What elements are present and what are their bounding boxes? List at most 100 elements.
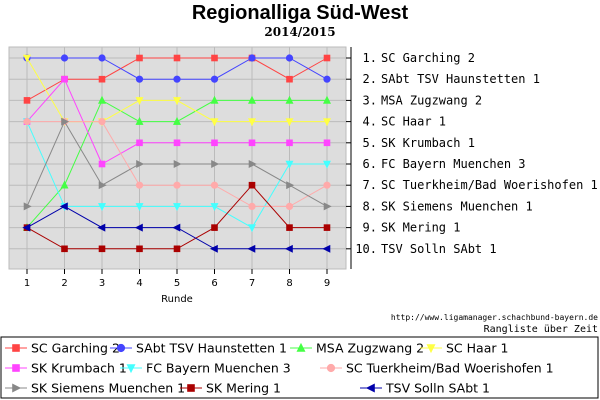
data-point: [248, 160, 257, 168]
rank-number: 4.: [363, 115, 377, 129]
data-point: [23, 117, 31, 126]
legend-marker: [12, 383, 22, 393]
data-point: [22, 223, 31, 232]
data-point: [98, 160, 106, 168]
legend-marker: [126, 364, 136, 374]
rank-axis: 1. SC Garching 2 2. SAbt TSV Haunstetten 1 3…: [346, 47, 598, 269]
data-point: [61, 75, 68, 83]
data-point: [210, 118, 219, 127]
rank-team-label: SK Siemens Muenchen 1: [381, 199, 533, 213]
rank-number: 1.: [363, 51, 377, 65]
data-point: [285, 118, 294, 127]
data-point: [248, 95, 256, 104]
caption: Rangliste über Zeit: [484, 324, 598, 335]
x-tick-label: 8: [286, 278, 292, 289]
legend-label: TSV Solln SAbt 1: [385, 381, 490, 396]
rank-number: 9.: [363, 221, 377, 235]
data-point: [209, 244, 218, 253]
rank-team-label: SK Krumbach 1: [381, 136, 475, 150]
data-point: [286, 181, 295, 190]
series: [23, 117, 331, 210]
data-point: [60, 54, 69, 62]
chart-title: Regionalliga Süd-West: [192, 2, 409, 24]
x-tick-label: 9: [324, 278, 330, 289]
data-point: [172, 223, 181, 232]
legend-marker: [365, 383, 375, 393]
data-point: [284, 244, 293, 253]
data-point: [286, 224, 293, 231]
legend-label: SK Siemens Muenchen 1: [31, 381, 185, 396]
data-point: [210, 95, 219, 104]
data-point: [59, 202, 68, 211]
x-tick-label: 1: [24, 278, 30, 289]
data-point: [210, 203, 219, 212]
data-point: [98, 203, 106, 212]
series: [22, 202, 331, 253]
data-point: [323, 181, 331, 189]
data-point: [135, 97, 144, 106]
rank-team-label: TSV Solln SAbt 1: [381, 242, 497, 256]
x-tick-label: 2: [61, 278, 67, 289]
data-point: [248, 224, 256, 233]
data-point: [98, 117, 106, 126]
x-tick-label: 4: [136, 278, 142, 289]
rank-team-label: SK Mering 1: [381, 221, 460, 235]
legend-item: TSV Solln SAbt 1: [360, 381, 490, 396]
chart-subtitle: 2014/2015: [264, 25, 335, 39]
data-point: [23, 54, 31, 63]
data-point: [98, 181, 107, 190]
legend-item: FC Bayern Muenchen 3: [120, 361, 291, 376]
data-point: [173, 139, 181, 147]
x-tick-label: 7: [249, 278, 255, 289]
legend-item: MSA Zugzwang 2: [290, 341, 424, 356]
data-point: [97, 223, 106, 232]
legend-items: SC Garching 2 SAbt TSV Haunstetten 1 MSA Z…: [5, 341, 554, 396]
data-point: [173, 160, 182, 168]
data-point: [136, 54, 143, 62]
data-point: [286, 139, 293, 147]
data-point: [211, 160, 220, 168]
data-point: [211, 139, 218, 147]
data-point: [23, 97, 31, 104]
legend-marker: [12, 364, 20, 372]
source-url: http://www.ligamanager.schachbund-bayern…: [391, 313, 598, 322]
data-point: [61, 117, 70, 126]
rank-team-label: MSA Zugzwang 2: [381, 93, 482, 107]
data-point: [173, 203, 181, 212]
legend-item: SK Mering 1: [180, 381, 281, 396]
rank-number: 2.: [363, 72, 377, 86]
legend-label: MSA Zugzwang 2: [316, 341, 424, 356]
data-point: [248, 118, 256, 127]
data-point: [248, 139, 256, 147]
data-point: [173, 54, 181, 62]
data-point: [135, 181, 144, 189]
legend-label: FC Bayern Muenchen 3: [146, 361, 291, 376]
data-point: [98, 245, 106, 253]
rank-number: 8.: [363, 199, 377, 213]
x-axis: 1 2 3 4 5 6 7 8 9: [24, 269, 330, 289]
x-axis-label: Runde: [161, 294, 193, 305]
legend-label: SC Haar 1: [446, 341, 508, 356]
data-point: [248, 54, 256, 62]
data-point: [60, 180, 69, 189]
series: [23, 117, 332, 211]
x-tick-label: 3: [99, 278, 105, 289]
rank-team-label: SAbt TSV Haunstetten 1: [381, 72, 540, 86]
legend-label: SC Garching 2: [31, 341, 120, 356]
legend-marker: [12, 344, 20, 352]
data-point: [173, 245, 181, 253]
rank-team-label: FC Bayern Muenchen 3: [381, 157, 526, 171]
legend-marker: [426, 344, 436, 354]
data-point: [323, 202, 332, 211]
legend-item: SC Haar 1: [420, 341, 508, 356]
legend-label: SK Krumbach 1: [31, 361, 127, 376]
legend-item: SC Tuerkheim/Bad Woerishofen 1: [320, 361, 554, 376]
rank-number: 6.: [363, 157, 377, 171]
data-point: [248, 202, 256, 210]
data-point: [323, 95, 331, 104]
data-point: [211, 54, 218, 62]
data-point: [286, 75, 293, 83]
legend-marker: [116, 343, 126, 353]
rank-number: 3.: [363, 93, 377, 107]
